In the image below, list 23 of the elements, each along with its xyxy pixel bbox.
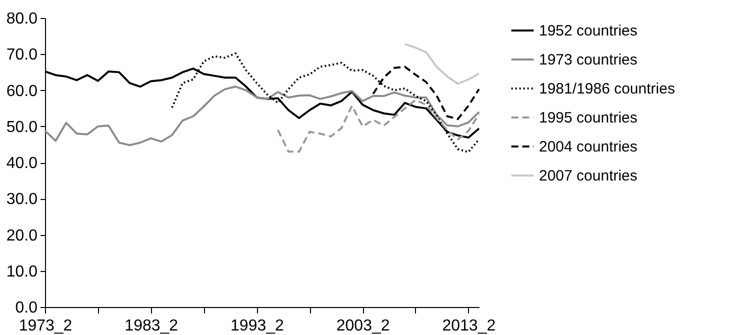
line-series — [404, 43, 480, 85]
legend-label: 1952 countries — [539, 22, 638, 40]
legend-label: 1981/1986 countries — [539, 80, 675, 98]
x-tick-label: 2003_2 — [336, 318, 390, 334]
y-tick-label: 80.0 — [6, 10, 38, 28]
y-tick-label: 20.0 — [6, 227, 38, 244]
y-tick-label: 60.0 — [6, 82, 38, 100]
legend-label: 2004 countries — [539, 138, 638, 156]
y-tick-label: 50.0 — [6, 118, 38, 136]
y-tick-label: 10.0 — [6, 263, 38, 280]
y-tick-label: 30.0 — [6, 191, 38, 208]
x-tick-label: 2013_2 — [442, 318, 496, 334]
legend-label: 1995 countries — [539, 110, 638, 126]
y-tick-label: 70.0 — [6, 46, 38, 64]
line-series — [44, 86, 480, 146]
line-series — [276, 99, 480, 153]
legend-label: 2007 countries — [539, 168, 638, 184]
y-tick-label: 0.0 — [15, 300, 38, 316]
legend-label: 1973 countries — [539, 52, 638, 68]
x-tick-label: 1993_2 — [230, 318, 284, 334]
x-tick-label: 1973_2 — [18, 318, 72, 334]
x-tick-label: 1983_2 — [124, 318, 178, 334]
y-tick-label: 40.0 — [6, 155, 38, 172]
